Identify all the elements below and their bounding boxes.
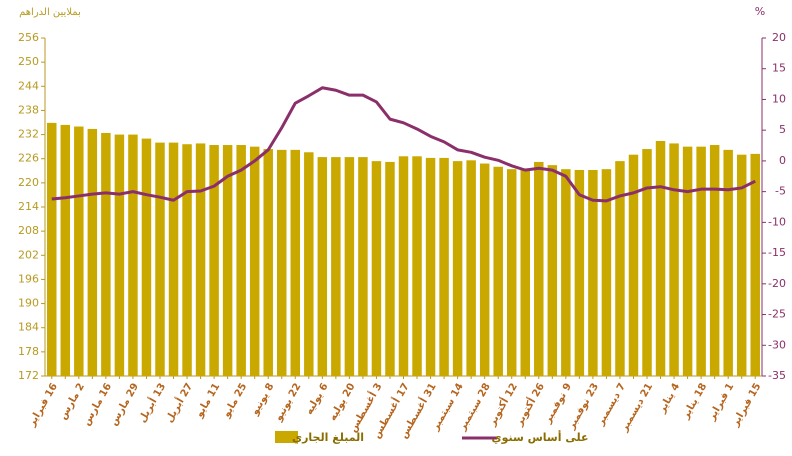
bar — [304, 152, 314, 376]
x-tick-label: 4 يناير — [656, 381, 682, 415]
y2-tick-label: -35 — [768, 369, 786, 382]
bar — [520, 168, 530, 376]
bar — [331, 157, 341, 376]
y2-tick-label: -15 — [768, 246, 786, 259]
bar — [588, 169, 598, 376]
y2-tick-label: -5 — [775, 185, 786, 198]
x-tick-label: 18 يناير — [680, 381, 710, 421]
bar — [317, 157, 328, 376]
bar — [74, 126, 84, 377]
bar — [358, 157, 368, 376]
bar — [669, 143, 679, 376]
y-axis-label: بملايين الدراهم — [19, 7, 81, 18]
y-tick-label: 196 — [18, 272, 39, 285]
bar — [561, 169, 571, 376]
bar — [696, 146, 706, 376]
legend-label: المبلغ الجاري — [292, 431, 364, 444]
x-tick-label: 16 فبراير — [26, 381, 60, 429]
bar — [479, 163, 490, 376]
bar — [452, 161, 463, 376]
bar — [601, 169, 612, 376]
y2-tick-label: 10 — [772, 92, 786, 105]
y-tick-label: 226 — [18, 152, 39, 165]
y2-tick-label: 20 — [772, 31, 786, 44]
y2-tick-label: -30 — [768, 338, 786, 351]
x-tick-label: 8 يونيو — [249, 381, 276, 417]
y2-tick-label: 5 — [779, 123, 786, 136]
bar — [574, 169, 585, 376]
bar — [155, 142, 165, 376]
bar — [615, 161, 625, 376]
bar — [87, 128, 98, 376]
y2-axis-label: % — [755, 5, 765, 18]
bar — [750, 153, 760, 376]
y-tick-label: 190 — [18, 297, 39, 310]
x-tick-label: 25 مايو — [221, 381, 250, 420]
bar — [655, 141, 666, 376]
bar — [290, 149, 301, 376]
bar — [736, 154, 747, 376]
bar — [493, 166, 503, 376]
y-tick-label: 250 — [18, 55, 39, 68]
bar — [47, 122, 57, 377]
y-tick-label: 256 — [18, 31, 39, 44]
bar — [114, 134, 125, 376]
y-tick-label: 208 — [18, 224, 39, 237]
bar — [277, 149, 287, 376]
bar — [385, 161, 395, 376]
bar — [263, 149, 273, 376]
bar — [466, 160, 476, 376]
y2-tick-label: 15 — [772, 62, 786, 75]
bar — [101, 132, 111, 376]
y2-tick-label: -10 — [768, 215, 786, 228]
x-tick-label: 22 يونيو — [273, 381, 304, 423]
bar — [398, 156, 409, 376]
bar — [249, 146, 260, 376]
line — [51, 86, 756, 203]
y-tick-label: 202 — [18, 248, 39, 261]
x-tick-label: 2 مارس — [58, 381, 88, 421]
bar — [141, 138, 152, 376]
y2-tick-label: 0 — [779, 154, 786, 167]
bar — [182, 144, 192, 376]
legend-label: على أساس سنوي — [492, 430, 589, 444]
bar — [412, 156, 422, 376]
bar — [642, 149, 652, 376]
bar — [236, 145, 246, 376]
y-tick-label: 178 — [18, 345, 39, 358]
bar — [506, 169, 517, 376]
x-tick-label: 1 فبراير — [706, 381, 736, 423]
bar — [682, 146, 693, 376]
y-tick-label: 238 — [18, 103, 39, 116]
bar — [534, 161, 544, 376]
bar — [709, 145, 720, 376]
bar — [439, 157, 449, 376]
bar — [547, 165, 558, 376]
y-tick-label: 232 — [18, 128, 39, 141]
bar — [168, 142, 179, 376]
legend-swatch — [275, 431, 298, 443]
bar — [344, 157, 355, 376]
y2-tick-label: -25 — [768, 308, 786, 321]
x-tick-label: 20 يوليه — [327, 381, 357, 422]
y-tick-label: 172 — [18, 369, 39, 382]
y-tick-label: 184 — [18, 321, 39, 334]
bar — [209, 145, 219, 376]
x-tick-label: 6 يوليه — [304, 381, 331, 416]
y-tick-label: 214 — [18, 200, 39, 213]
x-tick-label: 11 مايو — [194, 381, 223, 420]
bar — [371, 161, 382, 376]
bar — [425, 157, 436, 376]
bar — [723, 149, 733, 376]
y-tick-label: 220 — [18, 176, 39, 189]
bar — [60, 124, 71, 377]
y-tick-label: 244 — [18, 79, 39, 92]
bar — [628, 154, 639, 376]
bar — [222, 145, 233, 376]
y2-tick-label: -20 — [768, 277, 786, 290]
bar — [195, 143, 206, 376]
bar — [128, 134, 138, 376]
